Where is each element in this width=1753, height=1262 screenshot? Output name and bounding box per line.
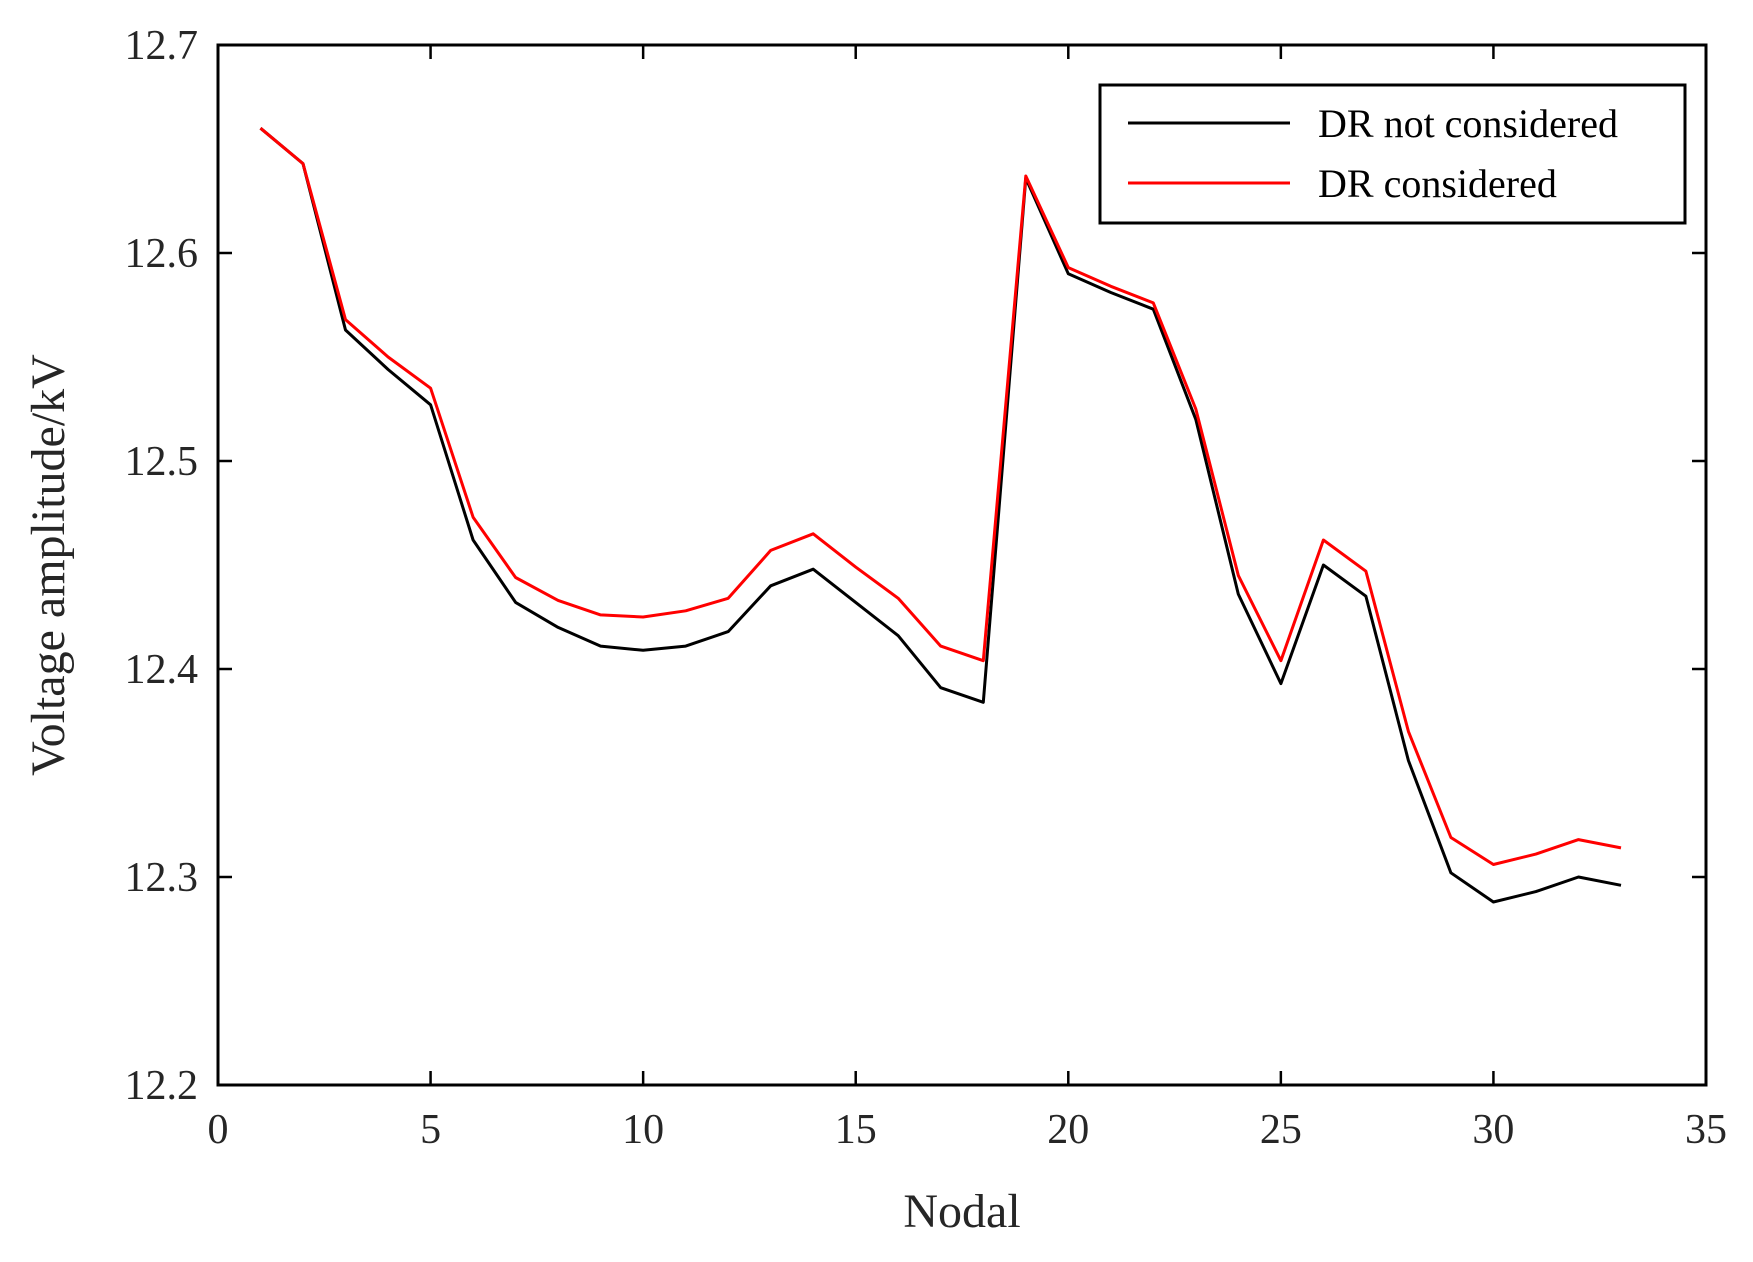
y-tick-label: 12.7	[125, 23, 199, 69]
x-tick-label: 0	[208, 1107, 229, 1153]
y-tick-label: 12.6	[125, 231, 199, 277]
legend-box	[1098, 83, 1687, 225]
y-tick-label: 12.4	[125, 647, 199, 693]
x-tick-label: 10	[622, 1107, 664, 1153]
y-tick-label: 12.3	[125, 855, 199, 901]
x-tick-label: 20	[1047, 1107, 1089, 1153]
x-tick-label: 25	[1260, 1107, 1302, 1153]
x-tick-label: 5	[420, 1107, 441, 1153]
legend: DR not considered DR considered	[1098, 83, 1687, 225]
y-tick-label: 12.5	[125, 439, 199, 485]
series-line-dr-considered	[259, 127, 1622, 866]
y-tick-label: 12.2	[125, 1063, 199, 1109]
series-line-dr-not-considered	[259, 127, 1622, 904]
x-tick-label: 15	[835, 1107, 877, 1153]
x-axis-title: Nodal	[903, 1185, 1020, 1238]
axis-tick-labels: 0 5 10 15 20 25 30 35 12.2 12.3 12.4 12.5 12.6 12.7	[125, 23, 1728, 1153]
axis-ticks	[216, 43, 1708, 1087]
series-lines	[259, 127, 1622, 904]
legend-label-dr-not-considered: DR not considered	[1318, 101, 1618, 146]
x-tick-label: 30	[1472, 1107, 1514, 1153]
x-tick-label: 35	[1685, 1107, 1727, 1153]
legend-label-dr-considered: DR considered	[1318, 161, 1557, 206]
y-axis-title: Voltage amplitude/kV	[22, 354, 75, 776]
